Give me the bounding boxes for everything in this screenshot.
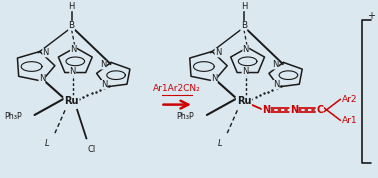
Text: N: N [290,105,298,115]
Text: Ph₃P: Ph₃P [176,112,194,121]
Text: Ar2: Ar2 [342,95,358,104]
Text: N: N [243,45,249,54]
Text: N: N [262,105,270,115]
Text: N: N [39,74,45,83]
Text: N: N [272,60,279,69]
Text: Cl: Cl [88,145,96,154]
Text: C: C [316,105,324,115]
Text: L: L [217,139,222,148]
Text: N: N [215,48,221,57]
Text: N: N [211,74,217,83]
Text: H: H [241,2,247,11]
Text: Ar1: Ar1 [342,116,358,125]
Text: H: H [68,2,75,11]
Text: Ru: Ru [64,96,79,106]
Text: Ph₃P: Ph₃P [4,112,22,121]
Text: Ru: Ru [237,96,251,106]
Text: N: N [242,67,248,76]
Text: B: B [68,21,74,30]
Text: N: N [70,67,76,76]
Text: Ar1Ar2CN₂: Ar1Ar2CN₂ [153,84,201,93]
Text: N: N [42,48,49,57]
Text: N: N [100,60,106,69]
Text: N: N [101,80,107,89]
Text: +: + [367,11,375,21]
Text: L: L [45,139,50,148]
Text: B: B [241,21,247,30]
Text: N: N [273,80,279,89]
Text: N: N [70,45,77,54]
